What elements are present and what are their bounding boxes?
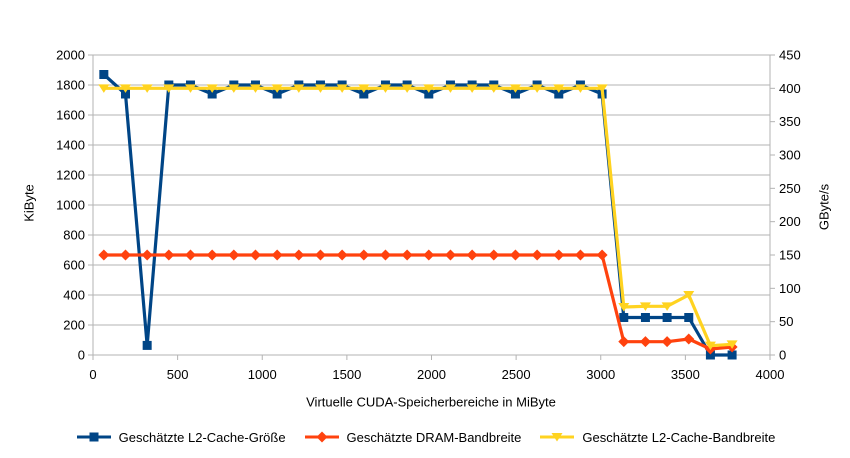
legend-label: Geschätzte L2-Cache-Bandbreite	[582, 429, 776, 445]
svg-text:1200: 1200	[56, 168, 85, 183]
series-0	[99, 70, 737, 360]
svg-text:0: 0	[779, 348, 786, 363]
svg-text:100: 100	[779, 281, 801, 296]
y-axis-title-left: KiByte	[21, 184, 37, 222]
svg-text:2000: 2000	[56, 48, 85, 63]
svg-text:500: 500	[167, 367, 189, 382]
legend-label: Geschätzte L2-Cache-Größe	[118, 429, 286, 445]
legend: Geschätzte L2-Cache-Größe Geschätzte DRA…	[0, 426, 850, 448]
svg-text:1000: 1000	[248, 367, 277, 382]
series-2	[98, 84, 738, 351]
svg-text:2000: 2000	[417, 367, 446, 382]
svg-text:800: 800	[63, 228, 85, 243]
diamond-marker-icon	[303, 430, 341, 444]
svg-text:1400: 1400	[56, 138, 85, 153]
svg-text:250: 250	[779, 181, 801, 196]
svg-text:3000: 3000	[586, 367, 615, 382]
tick-labels: 0200400600800100012001400160018002000050…	[56, 48, 801, 383]
square-marker-icon	[75, 430, 113, 444]
svg-text:200: 200	[779, 214, 801, 229]
legend-item-l2-cache-size: Geschätzte L2-Cache-Größe	[75, 430, 286, 445]
svg-text:1500: 1500	[332, 367, 361, 382]
svg-text:1000: 1000	[56, 198, 85, 213]
svg-text:1600: 1600	[56, 108, 85, 123]
svg-text:400: 400	[779, 81, 801, 96]
svg-text:0: 0	[89, 367, 96, 382]
svg-text:2500: 2500	[502, 367, 531, 382]
legend-label: Geschätzte DRAM-Bandbreite	[346, 429, 522, 445]
svg-text:200: 200	[63, 318, 85, 333]
x-axis-title: Virtuelle CUDA-Speicherbereiche in MiByt…	[306, 394, 556, 410]
series-1	[98, 249, 738, 355]
triangle-down-marker-icon	[538, 430, 576, 444]
svg-text:350: 350	[779, 114, 801, 129]
svg-text:450: 450	[779, 48, 801, 63]
y-axis-title-right: GByte/s	[816, 183, 832, 231]
svg-text:0: 0	[78, 348, 85, 363]
svg-text:1800: 1800	[56, 78, 85, 93]
svg-text:50: 50	[779, 314, 793, 329]
svg-text:3500: 3500	[671, 367, 700, 382]
svg-text:150: 150	[779, 248, 801, 263]
legend-item-dram-bandwidth: Geschätzte DRAM-Bandbreite	[303, 429, 522, 445]
svg-text:4000: 4000	[756, 367, 785, 382]
svg-text:400: 400	[63, 288, 85, 303]
svg-text:300: 300	[779, 148, 801, 163]
legend-item-l2-cache-bandwidth: Geschätzte L2-Cache-Bandbreite	[538, 430, 775, 445]
svg-text:600: 600	[63, 258, 85, 273]
